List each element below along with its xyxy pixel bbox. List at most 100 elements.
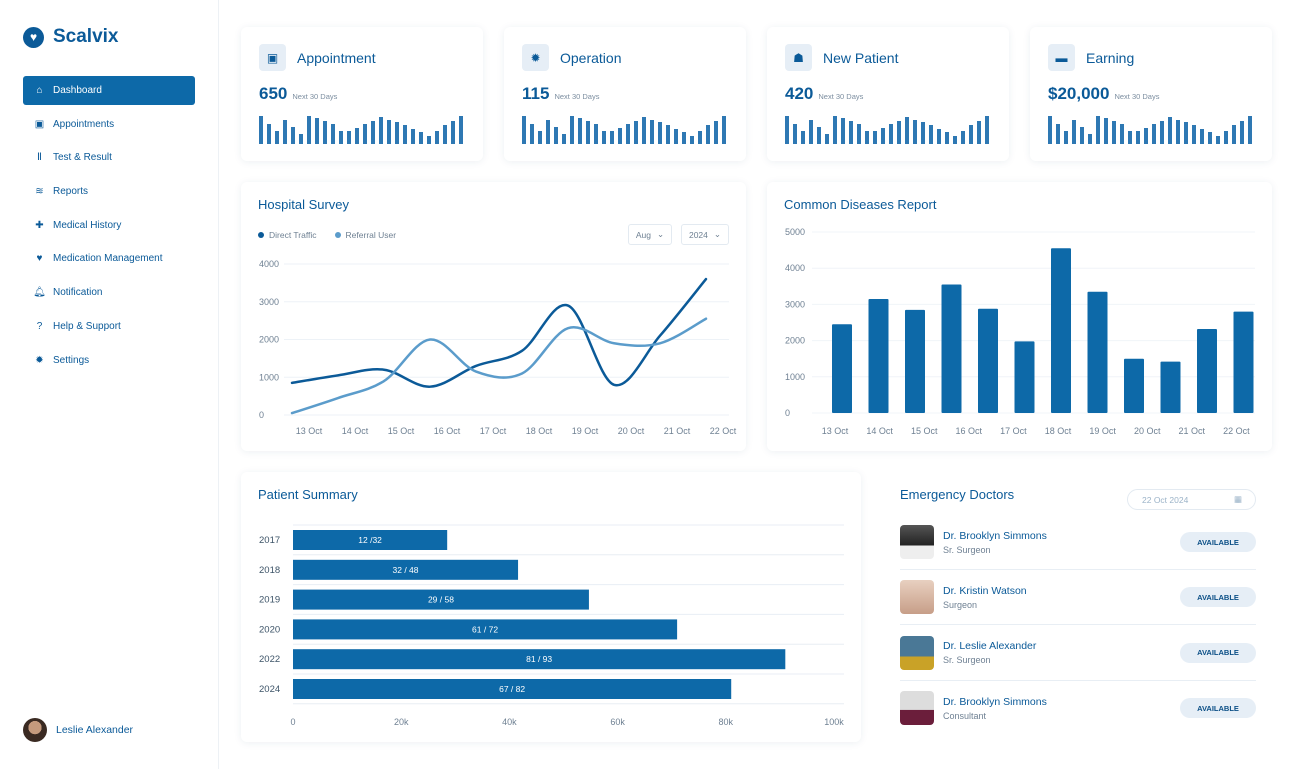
card-title: Patient Summary bbox=[258, 487, 358, 502]
sidebar-item-test-result[interactable]: Ⅱ Test & Result bbox=[23, 143, 195, 172]
doctor-photo bbox=[900, 691, 934, 726]
spark-bar bbox=[1055, 123, 1061, 144]
user-name: Leslie Alexander bbox=[56, 724, 134, 736]
stat-title: New Patient bbox=[823, 49, 899, 66]
sidebar-item-notification[interactable]: 🔔︎ Notification bbox=[23, 278, 195, 307]
x-tick-label: 20 Oct bbox=[618, 426, 645, 436]
stat-title: Appointment bbox=[297, 49, 376, 66]
sidebar-item-medical-history[interactable]: ✚ Medical History bbox=[23, 211, 195, 240]
sidebar-item-dashboard[interactable]: ⌂ Dashboard bbox=[23, 76, 195, 105]
bar bbox=[293, 530, 448, 550]
horizontal-bar-chart: 2017 12 /32 2018 32 / 48 2019 29 / 58 2020 61 /… bbox=[259, 524, 844, 727]
month-select[interactable]: Aug ⌄ bbox=[628, 224, 672, 245]
spark-bar bbox=[721, 116, 726, 144]
spark-bar bbox=[808, 119, 814, 144]
spark-bar bbox=[1095, 116, 1101, 144]
x-tick-label: 18 Oct bbox=[526, 426, 553, 436]
doctor-row[interactable]: Dr. Kristin Watson Surgeon AVAILABLE bbox=[900, 570, 1256, 626]
user-profile[interactable]: Leslie Alexander bbox=[23, 718, 133, 742]
spark-bar bbox=[633, 121, 639, 144]
y-tick-label: 3000 bbox=[259, 297, 279, 307]
stat-card-appointment: ▣ Appointment 650 Next 30 Days bbox=[241, 27, 483, 161]
spark-bar bbox=[418, 132, 424, 144]
chevron-down-icon: ⌄ bbox=[713, 229, 722, 239]
sidebar-item-medication-management[interactable]: ♥ Medication Management bbox=[23, 244, 195, 273]
spark-bar bbox=[386, 119, 392, 144]
x-tick-label: 19 Oct bbox=[572, 426, 599, 436]
spark-bar bbox=[697, 130, 703, 144]
patient-summary-card: Patient Summary 2017 12 /32 2018 32 / 48 201… bbox=[241, 472, 861, 742]
y-tick-label: 4000 bbox=[785, 263, 805, 273]
y-tick-label: 3000 bbox=[785, 299, 805, 309]
x-tick-label: 0 bbox=[290, 717, 295, 727]
spark-bar bbox=[1207, 132, 1213, 144]
spark-bar bbox=[625, 124, 631, 144]
heart-pulse-icon: ♥ bbox=[36, 253, 43, 265]
year-select[interactable]: 2024 ⌄ bbox=[681, 224, 729, 245]
spark-bar bbox=[912, 119, 918, 144]
y-tick-label: 1000 bbox=[785, 372, 805, 382]
sidebar-item-reports[interactable]: ≋ Reports bbox=[23, 177, 195, 206]
spark-bar bbox=[864, 130, 870, 144]
series-line-direct-traffic bbox=[290, 277, 708, 388]
spark-bar bbox=[378, 117, 384, 144]
sidebar-item-label: Reports bbox=[53, 186, 89, 198]
spark-bar bbox=[442, 125, 448, 144]
date-picker[interactable]: 22 Oct 2024 ▦ bbox=[1127, 489, 1256, 510]
spark-bar bbox=[601, 130, 607, 144]
status-badge[interactable]: AVAILABLE bbox=[1180, 532, 1256, 552]
doctor-row[interactable]: Dr. Brooklyn Simmons Consultant AVAILABLE bbox=[900, 681, 1256, 736]
spark-bar bbox=[1143, 128, 1149, 144]
spark-bar bbox=[896, 121, 902, 144]
spark-bar bbox=[856, 123, 862, 144]
spark-bar bbox=[1079, 127, 1085, 144]
x-tick-label: 21 Oct bbox=[1179, 426, 1206, 436]
bar bbox=[293, 559, 519, 580]
spark-bar bbox=[1239, 121, 1245, 144]
spark-bar bbox=[1151, 124, 1157, 144]
spark-bar bbox=[450, 121, 456, 144]
status-badge[interactable]: AVAILABLE bbox=[1180, 698, 1256, 719]
stat-period: Next 30 Days bbox=[818, 92, 864, 101]
spark-bar bbox=[1159, 121, 1165, 144]
doctor-row[interactable]: Dr. Leslie Alexander Sr. Surgeon AVAILABLE bbox=[900, 626, 1256, 681]
bar bbox=[1014, 341, 1035, 413]
sidebar-item-settings[interactable]: ✹ Settings bbox=[23, 346, 195, 375]
logo[interactable]: ♥ Scalvix bbox=[23, 26, 119, 48]
spark-bar bbox=[537, 130, 543, 144]
status-badge[interactable]: AVAILABLE bbox=[1180, 587, 1256, 608]
bell-icon: 🔔︎ bbox=[33, 287, 46, 299]
sidebar-item-help-support[interactable]: ? Help & Support bbox=[23, 312, 195, 341]
sidebar: ♥ Scalvix ⌂ Dashboard ▣ Appointments Ⅱ Test &… bbox=[0, 0, 219, 769]
sidebar-item-appointments[interactable]: ▣ Appointments bbox=[23, 110, 195, 139]
spark-bar bbox=[649, 119, 655, 144]
bar bbox=[1197, 329, 1217, 413]
doctor-role: Sr. Surgeon bbox=[943, 544, 991, 555]
bar bbox=[905, 309, 925, 413]
spark-bar bbox=[458, 116, 463, 144]
calendar-check-icon: ▣ bbox=[259, 44, 286, 71]
spark-bar bbox=[553, 127, 559, 144]
spark-bar bbox=[259, 116, 264, 144]
doctor-row[interactable]: Dr. Brooklyn Simmons Sr. Surgeon AVAILABLE bbox=[900, 515, 1256, 570]
x-tick-label: 15 Oct bbox=[911, 426, 938, 436]
spark-bar bbox=[1071, 119, 1077, 144]
calendar-icon: ▦ bbox=[1233, 494, 1242, 504]
spark-bar bbox=[529, 123, 535, 144]
spark-bar bbox=[410, 128, 416, 144]
spark-bar bbox=[338, 130, 344, 144]
stat-period: Next 30 Days bbox=[554, 92, 600, 101]
status-badge[interactable]: AVAILABLE bbox=[1180, 642, 1256, 663]
spark-bar bbox=[585, 121, 591, 144]
spark-bar bbox=[1063, 130, 1069, 144]
spark-bar bbox=[880, 128, 886, 144]
spark-bar bbox=[290, 127, 296, 144]
spark-bar bbox=[569, 116, 575, 144]
spark-bar bbox=[1048, 116, 1053, 144]
x-tick-label: 60k bbox=[610, 717, 625, 727]
diseases-card: Common Diseases Report 0 1000 2000 3000 4000… bbox=[767, 182, 1272, 451]
x-tick-label: 19 Oct bbox=[1089, 426, 1116, 436]
spark-bar bbox=[816, 127, 822, 144]
x-tick-label: 100k bbox=[824, 717, 844, 727]
spark-bar bbox=[1167, 117, 1173, 144]
